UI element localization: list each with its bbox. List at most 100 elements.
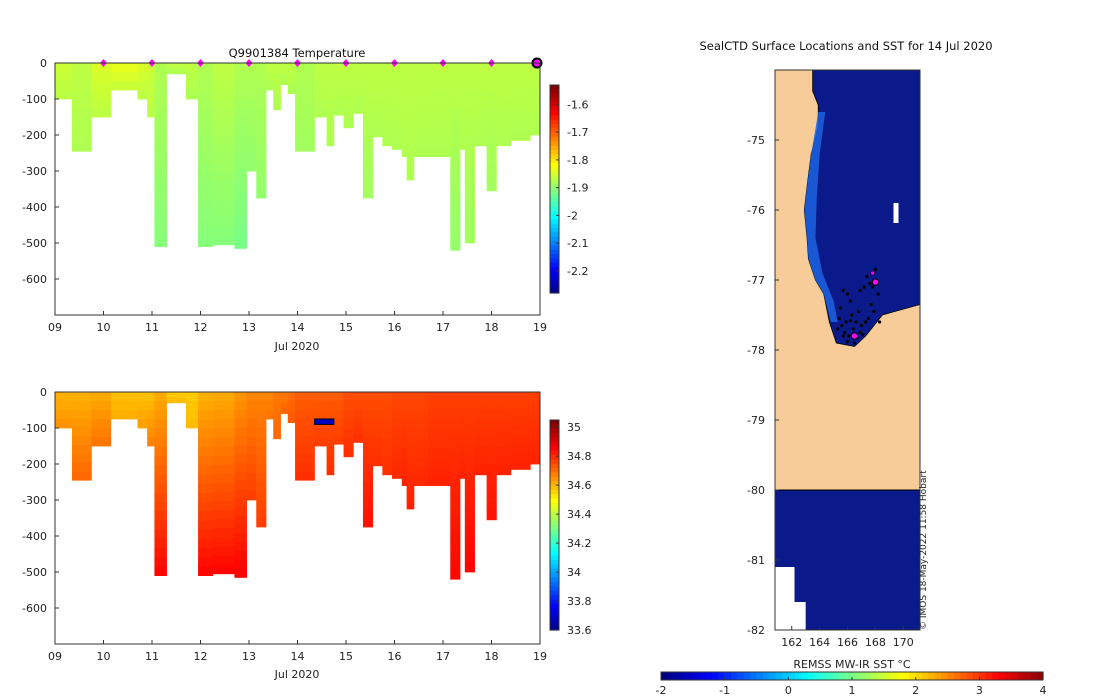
profile-cell [510, 80, 531, 90]
temperature-panel: 09 10 11 12 13 14 15 16 17 18 19 0 -100 -200 -300 -400… [22, 46, 588, 353]
sst-colorbar-swatch [718, 672, 726, 680]
profile-cell [406, 108, 415, 118]
profile-cell [486, 154, 497, 164]
sst-colorbar-swatch [890, 672, 898, 680]
seal-track-point [876, 292, 880, 296]
colorbar-tick-label: 34.8 [567, 450, 592, 463]
profile-cell [212, 108, 235, 118]
profile-cell [256, 437, 267, 447]
profile-cell [486, 483, 497, 493]
colorbar-swatch [550, 258, 559, 264]
seal-track-point [845, 292, 850, 296]
no-data-patch [893, 203, 899, 223]
profile-cell [326, 118, 335, 128]
profile-cell [137, 401, 148, 411]
profile-cell [137, 392, 148, 402]
profile-cell [496, 109, 512, 119]
profile-cell [353, 96, 364, 106]
profile-cell [450, 161, 461, 171]
profile-cell [428, 438, 451, 449]
profile-cell [256, 144, 267, 154]
salinity-x-ticks: 09 10 11 12 13 14 15 16 17 18 19 [48, 640, 547, 663]
profile-cell [154, 163, 167, 174]
y-tick-label: -500 [22, 237, 47, 250]
lon-tick-label: 168 [865, 636, 886, 649]
colorbar-swatch [550, 85, 559, 90]
profile-cell [382, 419, 393, 430]
profile-cell [246, 446, 257, 456]
profile-cell [212, 172, 235, 182]
profile-cell [343, 419, 354, 430]
profile-cell [496, 63, 512, 73]
profile-cell [71, 124, 92, 134]
profile-cell [246, 464, 257, 474]
profile-cell [459, 417, 466, 427]
seal-track-point [851, 327, 855, 331]
profile-cell [256, 518, 267, 528]
profile-cell [464, 545, 475, 555]
profile-cell [147, 392, 155, 402]
profile-cell [295, 80, 315, 90]
profile-cell [55, 81, 73, 91]
profile-cell [362, 410, 374, 420]
profile-cell [256, 446, 267, 456]
profile-cell [198, 90, 214, 101]
colorbar-swatch [550, 202, 559, 207]
y-tick-label: 0 [40, 386, 47, 399]
colorbar-swatch [550, 89, 559, 95]
lat-tick-label: -76 [747, 204, 765, 217]
profile-cell [198, 511, 214, 521]
profile-cell [464, 464, 475, 474]
profile-cell [198, 237, 214, 247]
seal-track-point [862, 285, 866, 289]
profile-cell [510, 123, 531, 133]
profile-cell [198, 456, 214, 466]
profile-cell [362, 162, 374, 172]
profile-cell [256, 90, 267, 100]
profile-cell [71, 142, 92, 152]
x-tick-label: 18 [485, 321, 499, 334]
profile-cell [401, 448, 408, 458]
profile-cell [137, 72, 148, 82]
x-tick-label: 17 [436, 321, 450, 334]
profile-cell [154, 191, 167, 202]
profile-cell [413, 401, 429, 412]
profile-cell [486, 455, 497, 466]
profile-cell [154, 108, 167, 119]
profile-cell [234, 98, 247, 108]
profile-cell [510, 409, 531, 419]
colorbar-swatch [550, 132, 559, 138]
profile-cell [486, 108, 497, 119]
profile-cell [486, 492, 497, 502]
profile-cell [198, 548, 214, 558]
profile-cell [372, 99, 383, 110]
profile-cell [510, 71, 531, 81]
colorbar-swatch [550, 533, 559, 539]
sst-colorbar-swatch [673, 672, 681, 680]
colorbar-swatch [550, 494, 559, 500]
profile-cell [510, 452, 531, 462]
colorbar-swatch [550, 581, 559, 587]
profile-cell [392, 417, 403, 427]
profile-cell [154, 474, 167, 485]
colorbar-swatch [550, 171, 559, 177]
profile-cell [234, 550, 247, 561]
profile-cell [246, 135, 257, 145]
profile-cell [496, 438, 512, 448]
profile-cell [401, 420, 408, 430]
profile-cell [212, 528, 235, 538]
colorbar-swatch [550, 210, 559, 216]
colorbar-swatch [550, 516, 559, 522]
profile-cell [392, 88, 403, 98]
profile-cell [343, 429, 354, 439]
profile-cell [372, 428, 383, 439]
profile-cell [428, 109, 451, 120]
profile-cell [295, 400, 315, 411]
profile-cell [246, 428, 257, 438]
profile-cell [474, 63, 488, 73]
profile-cell [486, 72, 497, 82]
profile-cell [459, 443, 466, 453]
y-tick-label: -100 [22, 93, 47, 106]
x-tick-label: 19 [533, 650, 547, 663]
profile-cell [406, 464, 415, 474]
